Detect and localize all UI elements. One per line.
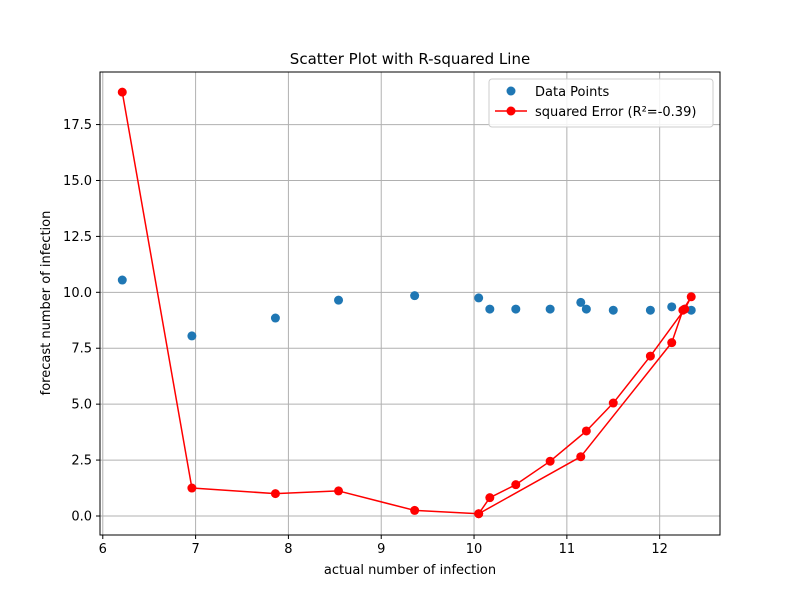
squared-error-point	[545, 456, 555, 466]
squared-error-line	[121, 92, 692, 515]
legend-box	[488, 78, 714, 128]
x-tick-label: 7	[191, 542, 199, 557]
chart-title: Scatter Plot with R-squared Line	[290, 50, 530, 68]
data-point	[581, 304, 591, 314]
x-tick-label: 11	[559, 542, 576, 557]
squared-error-point	[511, 480, 521, 490]
y-tick-label: 15.0	[63, 174, 92, 189]
y-tick-label: 7.5	[71, 342, 92, 357]
legend: Data Points squared Error (R²=-0.39)	[488, 78, 714, 128]
y-tick-label: 17.5	[63, 118, 92, 133]
y-tick-label: 12.5	[63, 230, 92, 245]
y-tick-label: 10.0	[63, 286, 92, 301]
x-tick-label: 6	[99, 542, 107, 557]
y-axis: 0.0 2.5 5.0 7.5 10.0 12.5 15.0 17.5	[63, 118, 100, 524]
squared-error-point	[187, 483, 197, 493]
squared-error-point	[334, 486, 344, 496]
squared-error-point	[645, 351, 655, 361]
data-point	[270, 313, 280, 323]
data-point	[645, 305, 655, 315]
data-point	[667, 302, 677, 312]
legend-marker-data-points	[506, 86, 516, 96]
grid	[100, 72, 720, 535]
axes-frame	[99, 71, 721, 536]
data-point	[410, 291, 420, 301]
squared-error-point	[686, 292, 696, 302]
data-point	[485, 304, 495, 314]
y-tick-label: 0.0	[71, 509, 92, 524]
squared-error-point	[410, 505, 420, 515]
x-tick-label: 10	[466, 542, 483, 557]
data-point	[608, 305, 618, 315]
squared-error-point	[608, 398, 618, 408]
x-tick-label: 12	[651, 542, 668, 557]
legend-marker-squared-error	[506, 106, 516, 116]
y-tick-label: 5.0	[71, 398, 92, 413]
y-tick-label: 2.5	[71, 454, 92, 469]
data-point	[117, 275, 127, 285]
data-point	[511, 304, 521, 314]
data-point	[334, 295, 344, 305]
data-point	[576, 297, 586, 307]
y-axis-label: forecast number of infection	[39, 211, 54, 396]
legend-label-squared-error: squared Error (R²=-0.39)	[535, 105, 696, 120]
plot-area	[117, 87, 696, 519]
squared-error-point	[474, 509, 484, 519]
squared-error-point	[117, 87, 127, 97]
data-point	[545, 304, 555, 314]
squared-error-point	[678, 305, 688, 315]
squared-error-point	[485, 493, 495, 503]
legend-label-data-points: Data Points	[535, 85, 609, 100]
x-tick-label: 9	[377, 542, 385, 557]
data-point	[474, 293, 484, 303]
x-axis-label: actual number of infection	[324, 563, 496, 578]
squared-error-point	[667, 338, 677, 348]
x-tick-label: 8	[284, 542, 292, 557]
squared-error-point	[581, 426, 591, 436]
data-point	[187, 331, 197, 341]
squared-error-point	[576, 452, 586, 462]
x-axis: 6 7 8 9 10 11 12	[99, 535, 668, 557]
squared-error-point	[270, 489, 280, 499]
